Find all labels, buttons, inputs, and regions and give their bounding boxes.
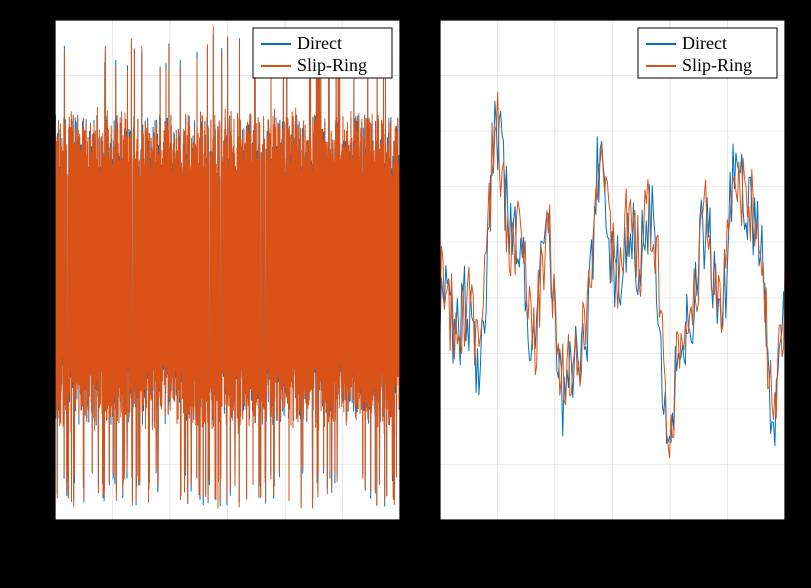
legend-label: Direct bbox=[682, 33, 727, 53]
chart-svg: DirectSlip-RingDirectSlip-Ring bbox=[0, 0, 811, 588]
legend-label: Direct bbox=[297, 33, 342, 53]
legend-label: Slip-Ring bbox=[297, 55, 367, 75]
legend: DirectSlip-Ring bbox=[638, 28, 777, 78]
chart-panel: DirectSlip-Ring bbox=[50, 15, 405, 525]
chart-panel: DirectSlip-Ring bbox=[435, 15, 790, 525]
canvas: DirectSlip-RingDirectSlip-Ring bbox=[0, 0, 811, 588]
legend: DirectSlip-Ring bbox=[253, 28, 392, 78]
legend-label: Slip-Ring bbox=[682, 55, 752, 75]
